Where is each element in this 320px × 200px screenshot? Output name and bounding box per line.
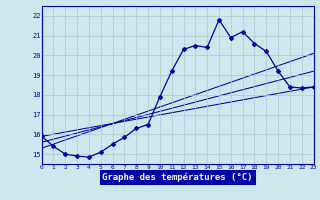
X-axis label: Graphe des températures (°C): Graphe des températures (°C) — [102, 172, 253, 182]
